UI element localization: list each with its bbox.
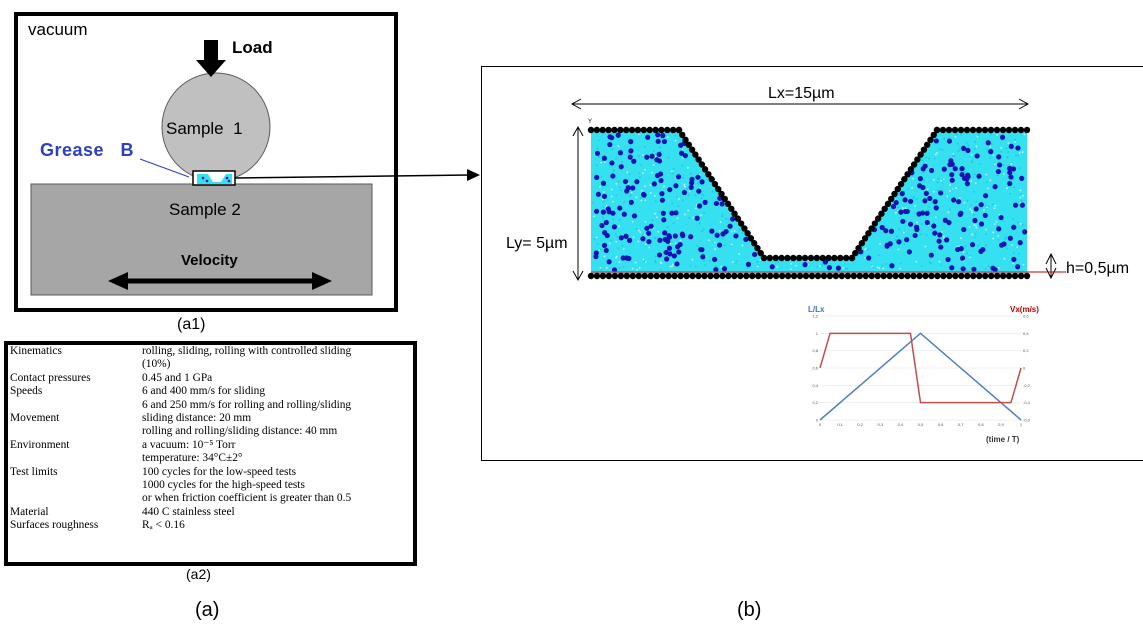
y-axis-mark: Y [588,119,592,125]
x-tick-label: 0,8 [978,422,984,427]
table-row: 6 and 250 mm/s for rolling and rolling/s… [10,399,414,412]
row-value: 0.45 and 1 GPa [142,371,213,384]
panel-a-caption: (a) [195,599,220,621]
row-key: Surfaces roughness [10,519,99,532]
left-tick-label: 0,6 [812,366,818,371]
test-conditions-table: Kinematics rolling, sliding, rolling with… [10,345,414,533]
wall-atoms [587,126,1031,280]
x-tick-label: 0,4 [898,422,904,427]
row-value: Rₐ < 0.16 [142,519,185,532]
row-key: Environment [10,438,70,451]
table-row: Material 440 C stainless steel [10,506,414,519]
x-tick-label: 1 [1020,422,1023,427]
grease-pointer [139,158,190,178]
table-row: Movement sliding distance: 20 mm [10,412,414,425]
velocity-series-line [819,332,1022,404]
a1-caption: (a1) [177,316,206,333]
simulation-domain: Y [570,98,1066,282]
sample1-label: Sample 1 [166,119,243,138]
row-value: (10%) [142,358,171,371]
right-tick-label: 0,4 [1023,331,1029,336]
load-arrow-shaft [204,40,218,62]
load-arrow-head [196,60,226,77]
row-key: Test limits [10,465,58,478]
row-value: rolling, sliding, rolling with controlle… [142,345,352,357]
right-tick-label: 0 [1023,366,1026,371]
grease-label: Grease B [40,140,135,160]
right-tick-label: -0,4 [1023,400,1031,405]
ly-label: Ly= 5µm [506,235,568,252]
row-key: Material [10,505,49,518]
a1-frame [14,12,398,312]
table-row: Surfaces roughness Rₐ < 0.16 [10,519,414,532]
b-frame [481,66,1143,461]
row-key: Movement [10,412,60,425]
row-value: or when friction coefficient is greater … [142,492,352,505]
table-row: rolling and rolling/sliding distance: 40… [10,425,414,438]
x-tick-label: 0 [819,422,822,427]
lx-label: Lx=15µm [768,85,835,102]
table-row: Test limits 100 cycles for the low-speed … [10,466,414,479]
row-value: a vacuum: 10⁻⁵ Torr [142,438,236,451]
fluid-region [591,130,1027,274]
row-value: temperature: 34°C±2° [142,452,243,465]
right-tick-label: -0,2 [1023,383,1031,388]
row-value: 6 and 400 mm/s for sliding [142,385,266,398]
table-row: 1000 cycles for the high-speed tests [10,479,414,492]
left-tick-label: 0 [816,418,819,423]
h-label: h=0,5µm [1066,260,1130,277]
row-value: 440 C stainless steel [142,505,235,518]
right-tick-label: 0,6 [1023,314,1029,319]
motion-profile-chart: 0 0,2 0,4 0,6 0,8 1 1,2 -0,6 -0,4 -0,2 0 0,2 0,4 0,6 0… [812,314,1031,428]
inset-x-axis-title: (time / T) [986,435,1020,444]
left-tick-label: 1,2 [812,314,818,319]
row-key: Speeds [10,385,43,398]
a2-frame [4,341,417,566]
a1-drawing [30,40,373,296]
a2-caption: (a2) [186,566,211,582]
table-row: Contact pressures 0.45 and 1 GPa [10,372,414,385]
table-row: or when friction coefficient is greater … [10,492,414,505]
vacuum-label: vacuum [28,20,88,39]
x-tick-label: 0,6 [938,422,944,427]
panel-b-caption: (b) [737,599,762,621]
inset-left-axis-title: L/Lx [808,305,825,314]
velocity-label: Velocity [181,252,238,269]
row-value: rolling and rolling/sliding distance: 40… [142,425,338,438]
left-tick-label: 0,8 [812,348,818,353]
inset-right-axis-title: Vx(m/s) [1010,305,1039,314]
x-tick-label: 0,9 [998,422,1004,427]
sample2-label: Sample 2 [169,200,241,219]
right-tick-label: 0,2 [1023,348,1029,353]
x-tick-label: 0,1 [837,422,843,427]
row-value: sliding distance: 20 mm [142,412,252,425]
x-tick-label: 0,7 [958,422,964,427]
table-row: temperature: 34°C±2° [10,452,414,465]
contact-grease [197,174,232,184]
left-tick-label: 1 [816,331,819,336]
x-tick-label: 0,2 [857,422,863,427]
row-key: Contact pressures [10,371,91,384]
left-tick-label: 0,4 [812,383,818,388]
x-tick-label: 0,5 [918,422,924,427]
row-value: 1000 cycles for the high-speed tests [142,479,305,492]
x-tick-label: 0,3 [878,422,884,427]
row-key: Kinematics [10,345,62,357]
load-label: Load [232,38,273,57]
table-row: Environment a vacuum: 10⁻⁵ Torr [10,439,414,452]
left-tick-label: 0,2 [812,400,818,405]
table-row: Kinematics rolling, sliding, rolling with… [10,345,414,358]
row-value: 6 and 250 mm/s for rolling and rolling/s… [142,398,352,411]
row-value: 100 cycles for the low-speed tests [142,465,297,478]
table-row: (10%) [10,358,414,371]
right-tick-label: -0,6 [1023,418,1031,423]
grease-particles [592,132,1028,273]
table-row: Speeds 6 and 400 mm/s for sliding [10,385,414,398]
position-series-line [819,332,1022,421]
